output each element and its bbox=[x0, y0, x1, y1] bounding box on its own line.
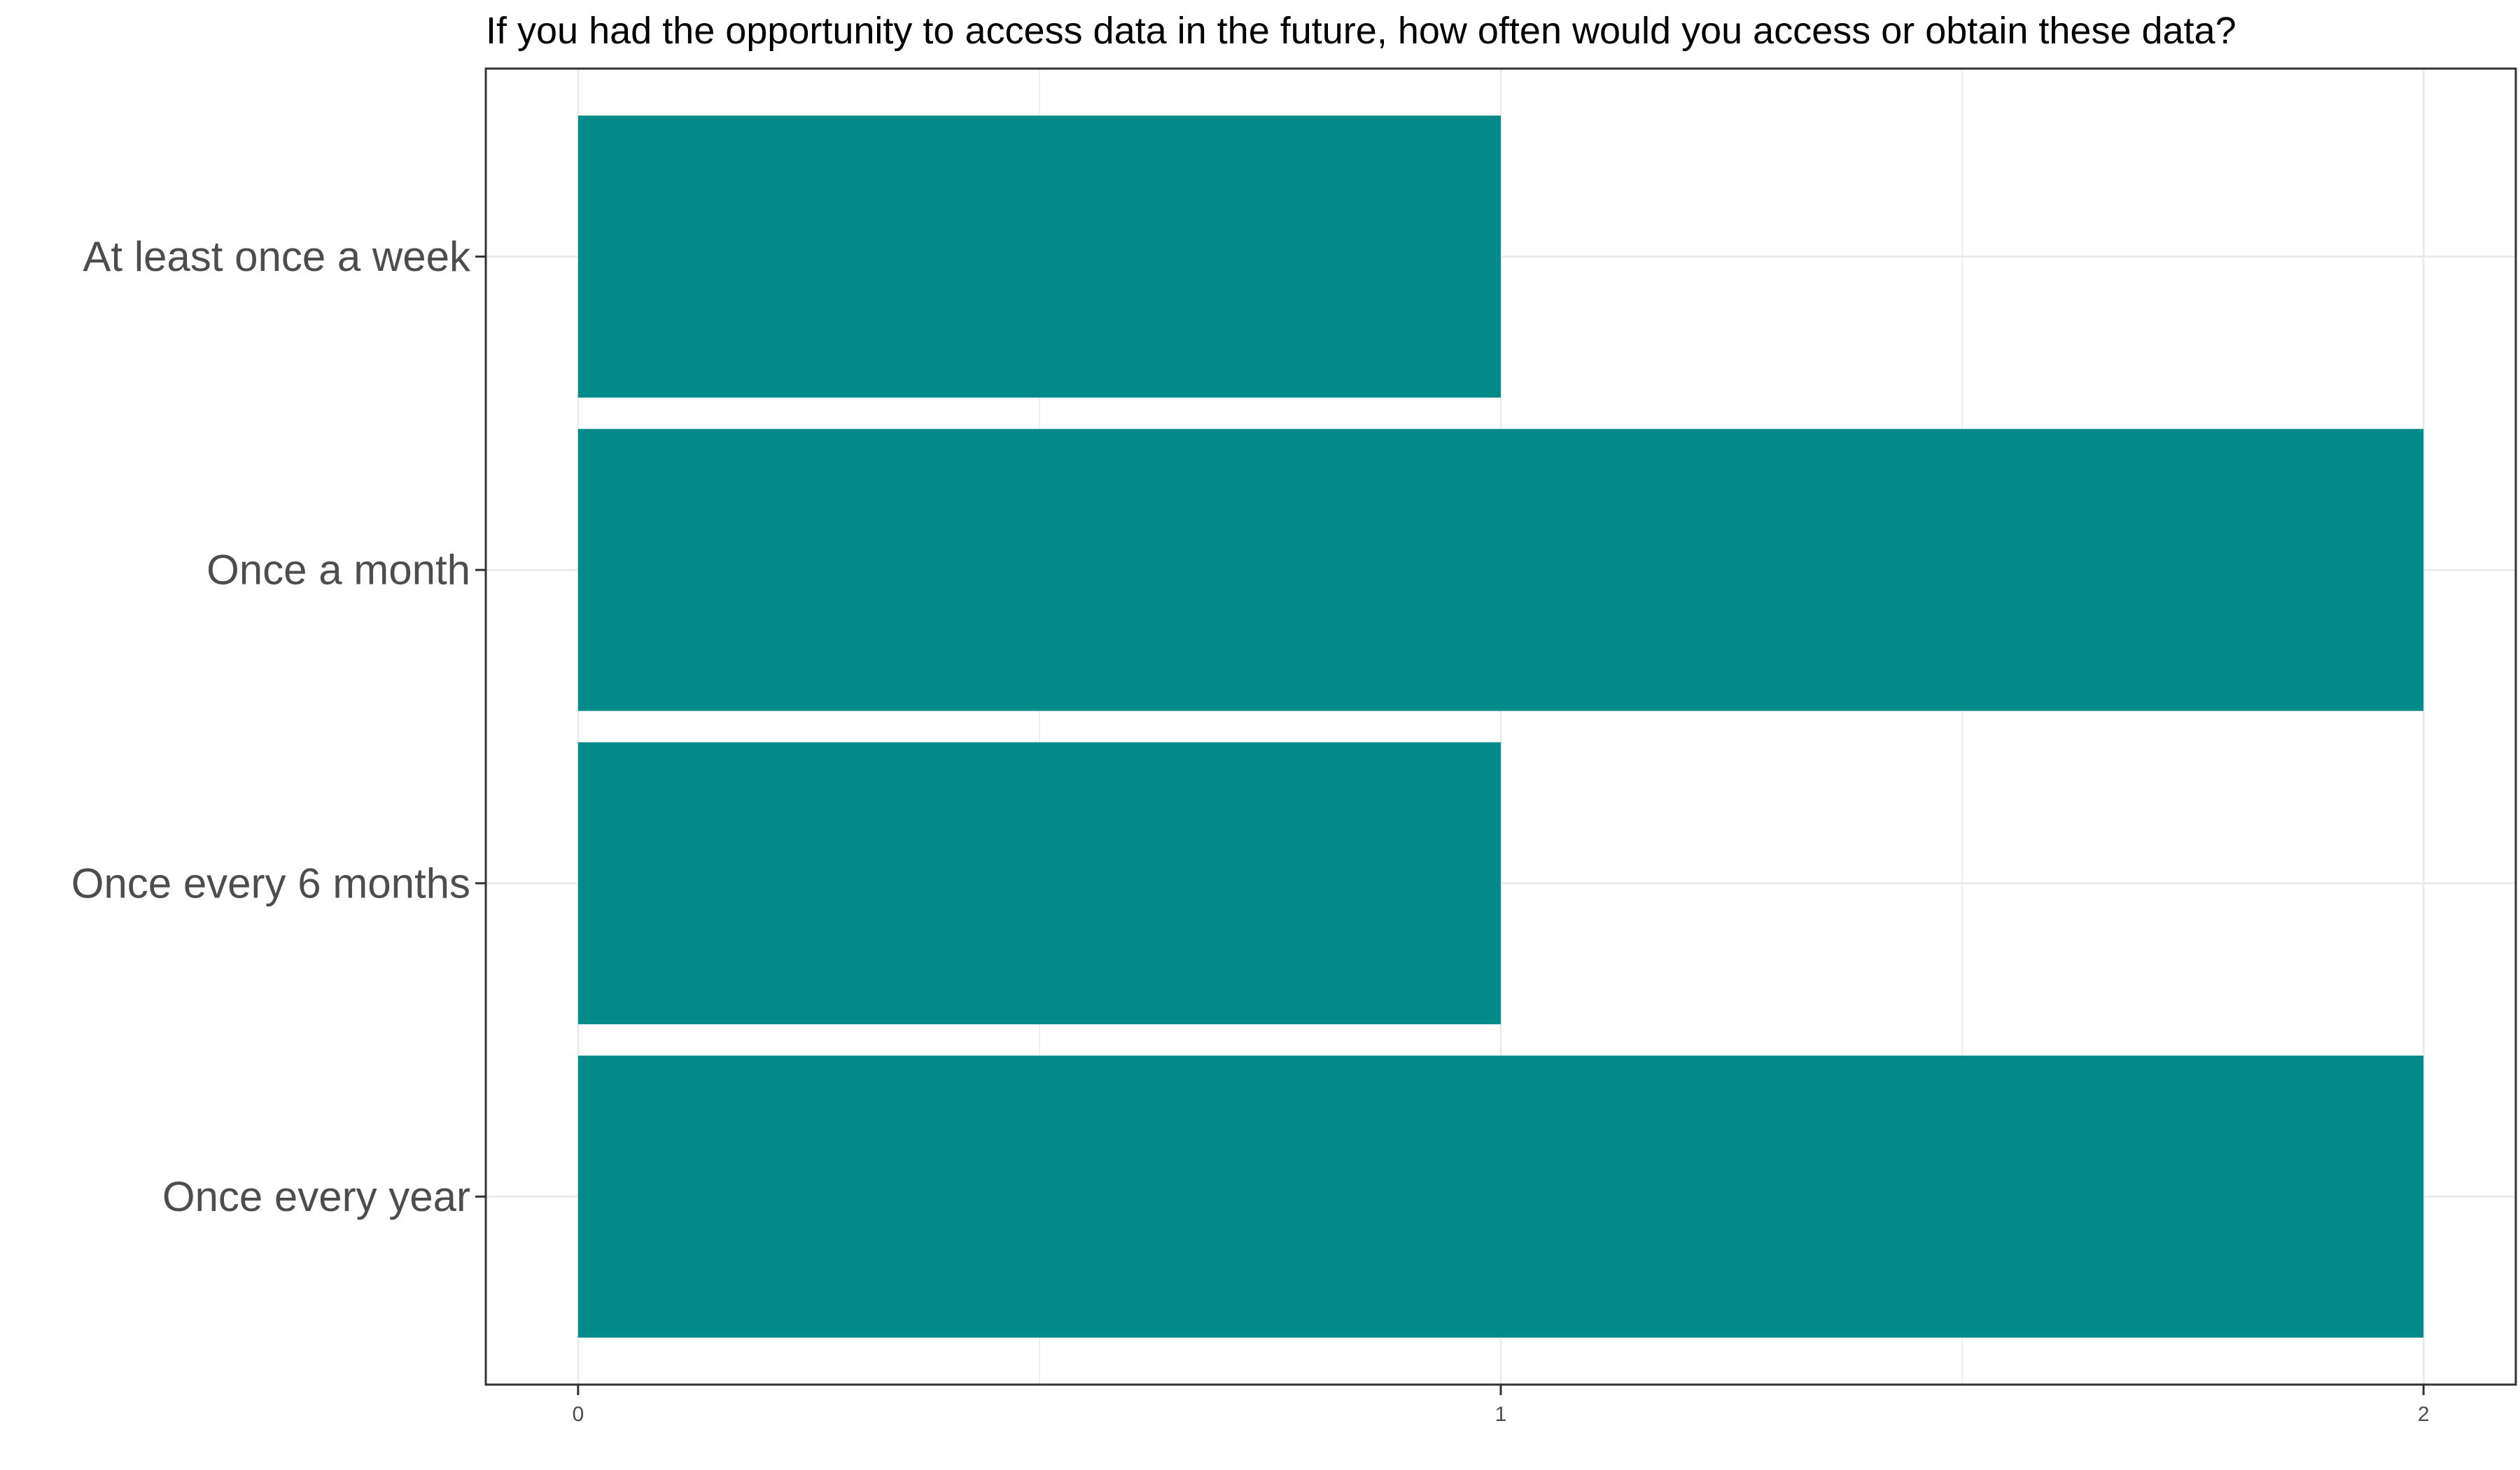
x-tick-label: 2 bbox=[2418, 1403, 2430, 1426]
y-category-label: At least once a week bbox=[83, 233, 471, 280]
bar bbox=[578, 428, 2424, 711]
bars bbox=[578, 115, 2424, 1338]
x-tick-label: 1 bbox=[1495, 1403, 1507, 1426]
bar bbox=[578, 115, 1502, 398]
x-axis: 0 1 2 bbox=[572, 1385, 2430, 1426]
x-tick-label: 0 bbox=[572, 1403, 584, 1426]
y-axis: At least once a week Once a month Once eve… bbox=[71, 233, 486, 1220]
y-category-label: Once every year bbox=[162, 1173, 470, 1220]
chart-title: If you had the opportunity to access dat… bbox=[486, 10, 2236, 52]
plot-panel bbox=[484, 67, 2517, 1386]
y-category-label: Once every 6 months bbox=[71, 860, 470, 906]
bar bbox=[578, 742, 1502, 1025]
y-category-label: Once a month bbox=[206, 547, 470, 594]
bar bbox=[578, 1056, 2424, 1338]
